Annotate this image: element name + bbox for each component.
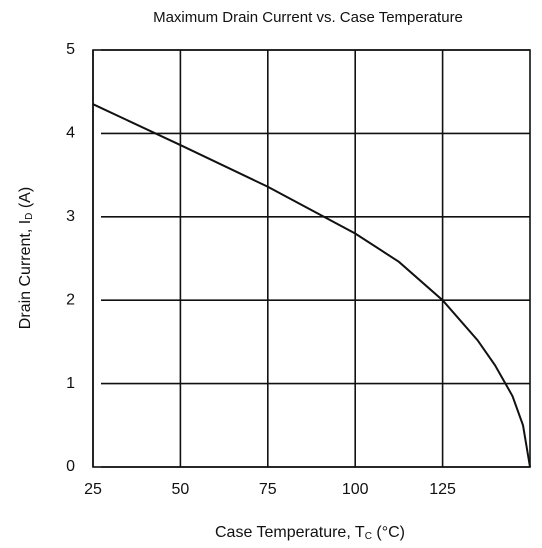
y-axis-label: Drain Current, ID (A) — [17, 187, 34, 329]
y-tick-label: 4 — [66, 125, 75, 142]
x-tick-label: 100 — [342, 481, 369, 498]
y-label-unit: (A) — [17, 187, 34, 213]
x-axis-label: Case Temperature, TC (°C) — [215, 524, 405, 541]
x-label-unit: (°C) — [372, 524, 405, 541]
y-label-sub: D — [24, 213, 35, 220]
y-tick-label: 3 — [66, 208, 75, 225]
y-label-main: Drain Current, I — [17, 220, 34, 329]
plot-frame — [92, 49, 531, 468]
data-line — [92, 103, 531, 468]
y-tick-label: 5 — [66, 41, 75, 58]
x-tick-label: 125 — [429, 481, 456, 498]
x-label-sub: C — [365, 531, 372, 542]
chart-title: Maximum Drain Current vs. Case Temperatu… — [153, 9, 463, 26]
x-tick-label: 50 — [172, 481, 190, 498]
x-label-main: Case Temperature, T — [215, 524, 365, 541]
x-tick-label: 25 — [84, 481, 102, 498]
y-tick-label: 0 — [66, 458, 75, 475]
x-tick-label: 75 — [259, 481, 277, 498]
y-tick-label: 2 — [66, 291, 75, 308]
y-tick-label: 1 — [66, 375, 75, 392]
